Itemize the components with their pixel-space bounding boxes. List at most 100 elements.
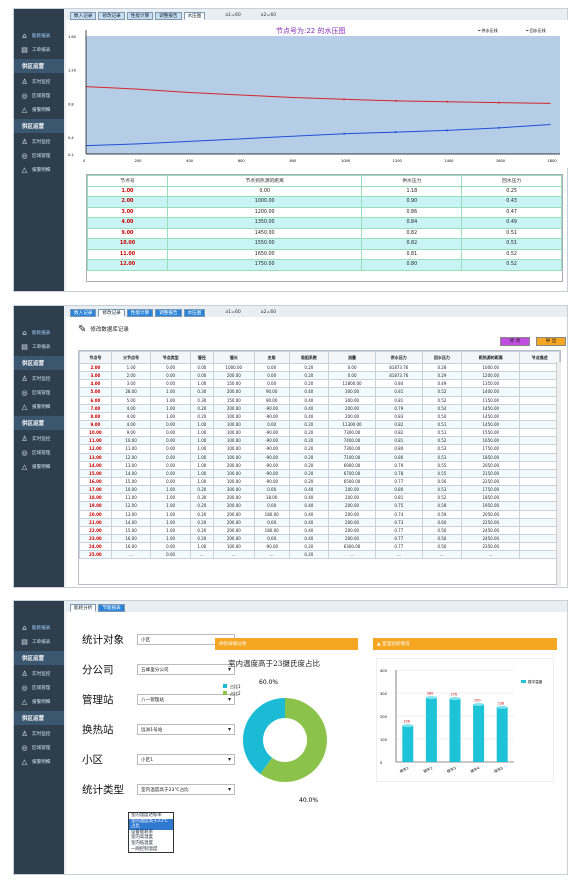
sidebar-item[interactable]: ◎ 区域管理 xyxy=(14,89,64,103)
sidebar-item[interactable]: ♙ 实时监控 xyxy=(14,727,64,741)
table-cell: 0.00 xyxy=(253,419,290,430)
table-row[interactable]: 21.00 14.00 1.00 0.20 200.00 0.00 0.40 200.00 0.… xyxy=(79,517,560,527)
tab-pressure-chart[interactable]: 水压图 xyxy=(183,12,206,20)
sidebar-item[interactable]: ♙ 实时监控 xyxy=(14,135,64,149)
table-row[interactable]: 11.00 1650.00 0.81 0.52 xyxy=(87,248,562,260)
table-row[interactable]: 19.00 12.00 1.00 0.20 200.00 0.00 0.40 200.00 0.… xyxy=(79,501,560,511)
table-row[interactable]: 9.00 1450.00 0.82 0.51 xyxy=(87,227,562,239)
sidebar-item[interactable]: ♙ 实时监控 xyxy=(14,667,64,681)
table-cell: 11.00 xyxy=(110,444,152,454)
tab-energy-analysis[interactable]: 能耗分析 xyxy=(70,604,97,612)
table-row[interactable]: 10.00 9.00 0.00 1.00 100.00 -90.00 0.20 7300.00… xyxy=(79,428,560,438)
form-select[interactable]: 远洲1号站 xyxy=(137,724,235,735)
sidebar-item[interactable]: ♙ 实时监控 xyxy=(14,75,64,89)
table-row[interactable]: 16.00 15.00 0.00 1.00 100.00 -90.00 0.20 6500.0… xyxy=(79,476,560,487)
sidebar-item[interactable]: △ 报警明细 xyxy=(14,103,64,117)
table-row[interactable]: 14.00 13.00 0.00 1.00 200.00 -90.00 0.20 6900.0… xyxy=(79,460,560,470)
table-row[interactable]: 6.00 5.00 1.00 0.30 150.00 90.00 0.40 300.00 0.8… xyxy=(79,395,560,405)
x-tick-label: 1400 xyxy=(444,159,454,163)
data-point xyxy=(446,129,449,132)
stat-type-dropdown-list[interactable]: 室内温度达标率 室内温度高于23℃占比 设备能耗率 室内高温度 室内低温度 一网控制温度 xyxy=(128,812,174,854)
tab-modify-record[interactable]: 修改记录 xyxy=(98,12,125,20)
table-row[interactable]: 11.00 10.00 0.00 1.00 100.00 -90.00 0.20 7400.0… xyxy=(79,436,560,446)
sidebar-item[interactable]: ◎ 区域管理 xyxy=(14,446,64,460)
dropdown-option[interactable]: 设备能耗率 xyxy=(131,829,153,835)
table-row[interactable]: 3.00 2.00 0.00 0.00 200.00 0.00 0.20 0.00 81873.… xyxy=(79,371,560,381)
sidebar-item[interactable]: ♙ 实时监控 xyxy=(14,432,64,446)
sidebar-item[interactable]: ▤ 工单报表 xyxy=(14,340,64,354)
table-cell: 0.40 xyxy=(288,395,330,405)
dropdown-option[interactable]: 室内低温度 xyxy=(131,840,153,846)
table-row[interactable]: 9.00 4.00 0.00 1.00 100.00 0.00 0.20 11300.00 0.… xyxy=(79,419,560,430)
table-row[interactable]: 12.00 1750.00 0.80 0.52 xyxy=(87,259,562,271)
sidebar-item[interactable]: △ 报警明细 xyxy=(14,163,64,177)
table-row[interactable]: 4.00 1350.00 0.84 0.49 xyxy=(87,217,562,229)
table-cell: ... xyxy=(461,550,521,560)
export-button[interactable]: 导 出 xyxy=(536,337,566,346)
table-cell: 0.81 xyxy=(361,248,463,260)
tab-performance[interactable]: 性能计算 xyxy=(126,309,154,317)
table-row[interactable]: 15.00 14.00 0.00 1.00 100.00 -90.00 0.20 6700.0… xyxy=(79,468,560,478)
sidebar-item[interactable]: ⌂ 能耗报表 xyxy=(14,29,64,43)
table-row[interactable]: 8.00 4.00 1.00 0.20 100.00 -90.00 0.40 200.00 0.… xyxy=(79,411,560,421)
table-row[interactable]: 2.00 1000.00 0.90 0.43 xyxy=(87,196,562,208)
form-label: 小区 xyxy=(82,754,103,766)
table-cell: 6300.00 xyxy=(328,542,376,552)
sidebar-item[interactable]: ⌂ 能耗报表 xyxy=(14,621,64,635)
table-row[interactable]: 5.00 28.00 1.00 0.30 200.00 90.00 0.40 300.00 0.… xyxy=(79,387,560,397)
table-cell: 0.47 xyxy=(461,206,562,218)
tab-pressure-chart[interactable]: 水压图 xyxy=(183,309,206,317)
tab-input-record[interactable]: 数入记录 xyxy=(70,12,97,20)
x-tick-label: 800 xyxy=(289,159,297,163)
sidebar-section-title: 供区运营 xyxy=(14,59,64,73)
table-row[interactable]: 3.00 1200.00 0.86 0.47 xyxy=(87,206,562,218)
tab-adjust-report[interactable]: 调整报告 xyxy=(155,309,182,317)
sidebar-item[interactable]: △ 报警明细 xyxy=(14,755,64,769)
warning-icon: △ xyxy=(21,106,28,114)
sidebar-item[interactable]: △ 报警明细 xyxy=(14,400,64,414)
plot-area xyxy=(86,36,560,154)
table-cell xyxy=(519,468,560,478)
table-row[interactable]: 22.00 15.00 1.00 0.20 200.00 180.00 0.40 200.00… xyxy=(79,525,560,535)
sidebar-item[interactable]: ◎ 区域管理 xyxy=(14,149,64,163)
table-row[interactable]: 12.00 11.00 0.00 1.00 100.00 -90.00 0.20 7300.0… xyxy=(79,444,560,454)
table-cell: 100.00 xyxy=(212,542,255,552)
table-row[interactable]: 10.00 1550.00 0.82 0.51 xyxy=(87,238,562,250)
table-row[interactable]: 17.00 10.00 1.00 0.20 300.00 0.00 0.40 100.00 0.… xyxy=(79,485,560,495)
dropdown-option[interactable]: 室内温度达标率 xyxy=(131,813,162,818)
table-row[interactable]: 1.00 0.00 1.18 0.25 xyxy=(87,185,562,197)
table-row[interactable]: 18.00 11.00 1.00 0.30 200.00 18.00 0.40 100.00 0… xyxy=(79,493,560,503)
sidebar-item[interactable]: ▤ 工单报表 xyxy=(14,43,64,57)
table-row[interactable]: 23.00 16.00 1.00 0.20 200.00 0.00 0.40 200.00 0.… xyxy=(79,533,560,544)
sidebar-item[interactable]: △ 报警明细 xyxy=(14,695,64,709)
scrollbar[interactable] xyxy=(556,362,561,586)
table-row[interactable]: 7.00 4.00 1.00 0.20 200.00 -90.00 0.40 200.00 0.… xyxy=(79,403,560,413)
tab-energy-report[interactable]: 节能报表 xyxy=(98,604,125,612)
tab-performance[interactable]: 性能计算 xyxy=(126,12,154,20)
dropdown-option[interactable]: 室内温度高于23℃占比 xyxy=(129,818,173,830)
sidebar-item[interactable]: △ 报警明细 xyxy=(14,460,64,474)
form-select[interactable]: 小区1 xyxy=(137,754,235,765)
sidebar-item[interactable]: ◎ 区域管理 xyxy=(14,386,64,400)
table-row[interactable]: 2.00 1.00 0.00 0.00 1000.00 0.00 0.20 0.00 81873… xyxy=(79,362,560,373)
sidebar-item[interactable]: ▤ 工单报表 xyxy=(14,635,64,649)
dropdown-option[interactable]: 室内高温度 xyxy=(131,835,153,841)
dropdown-option[interactable]: 一网控制温度 xyxy=(131,846,158,852)
sidebar-item[interactable]: ◎ 区域管理 xyxy=(14,681,64,695)
form-select[interactable]: 五峰里分公司 xyxy=(137,664,235,675)
tab-modify-record[interactable]: 修改记录 xyxy=(98,309,125,317)
table-row[interactable]: 25.00... 0.00......... 0.20............ xyxy=(79,550,560,560)
form-select[interactable]: 室内温度高于23℃占比 xyxy=(137,784,235,795)
table-row[interactable]: 4.00 3.00 0.00 1.00 150.00 0.00 0.20 11800.00 0.… xyxy=(79,379,560,389)
tab-input-record[interactable]: 数入记录 xyxy=(70,309,97,317)
modify-button[interactable]: 修 改 xyxy=(500,337,530,346)
table-row[interactable]: 24.00 16.00 0.00 1.00 100.00 -90.00 0.20 6300.0… xyxy=(79,542,560,552)
sidebar-item[interactable]: ⌂ 能耗报表 xyxy=(14,326,64,340)
table-row[interactable]: 20.00 13.00 1.00 0.20 200.00 180.00 0.40 200.00… xyxy=(79,509,560,519)
sidebar-item-label: 实时监控 xyxy=(32,732,51,737)
sidebar-item[interactable]: ♙ 实时监控 xyxy=(14,372,64,386)
form-select[interactable]: 八一管理站 xyxy=(137,694,235,705)
table-row[interactable]: 13.00 12.00 0.00 1.00 100.00 -90.00 0.20 7100.0… xyxy=(79,452,560,462)
sidebar-item[interactable]: ◎ 区域管理 xyxy=(14,741,64,755)
tab-adjust-report[interactable]: 调整报告 xyxy=(155,12,182,20)
